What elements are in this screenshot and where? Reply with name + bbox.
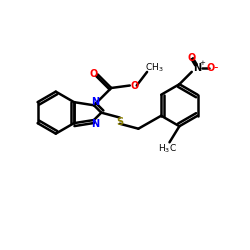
Text: O: O <box>130 80 138 90</box>
Text: N: N <box>91 96 99 106</box>
Text: O: O <box>90 70 98 80</box>
Text: +: + <box>199 60 205 66</box>
Text: S: S <box>116 117 124 127</box>
Text: H$_3$C: H$_3$C <box>158 142 176 155</box>
Text: N: N <box>91 119 99 129</box>
Text: -: - <box>214 61 218 74</box>
Text: N: N <box>193 63 201 73</box>
Text: CH$_3$: CH$_3$ <box>145 62 164 74</box>
Text: O: O <box>188 53 196 63</box>
Text: O: O <box>206 63 214 73</box>
